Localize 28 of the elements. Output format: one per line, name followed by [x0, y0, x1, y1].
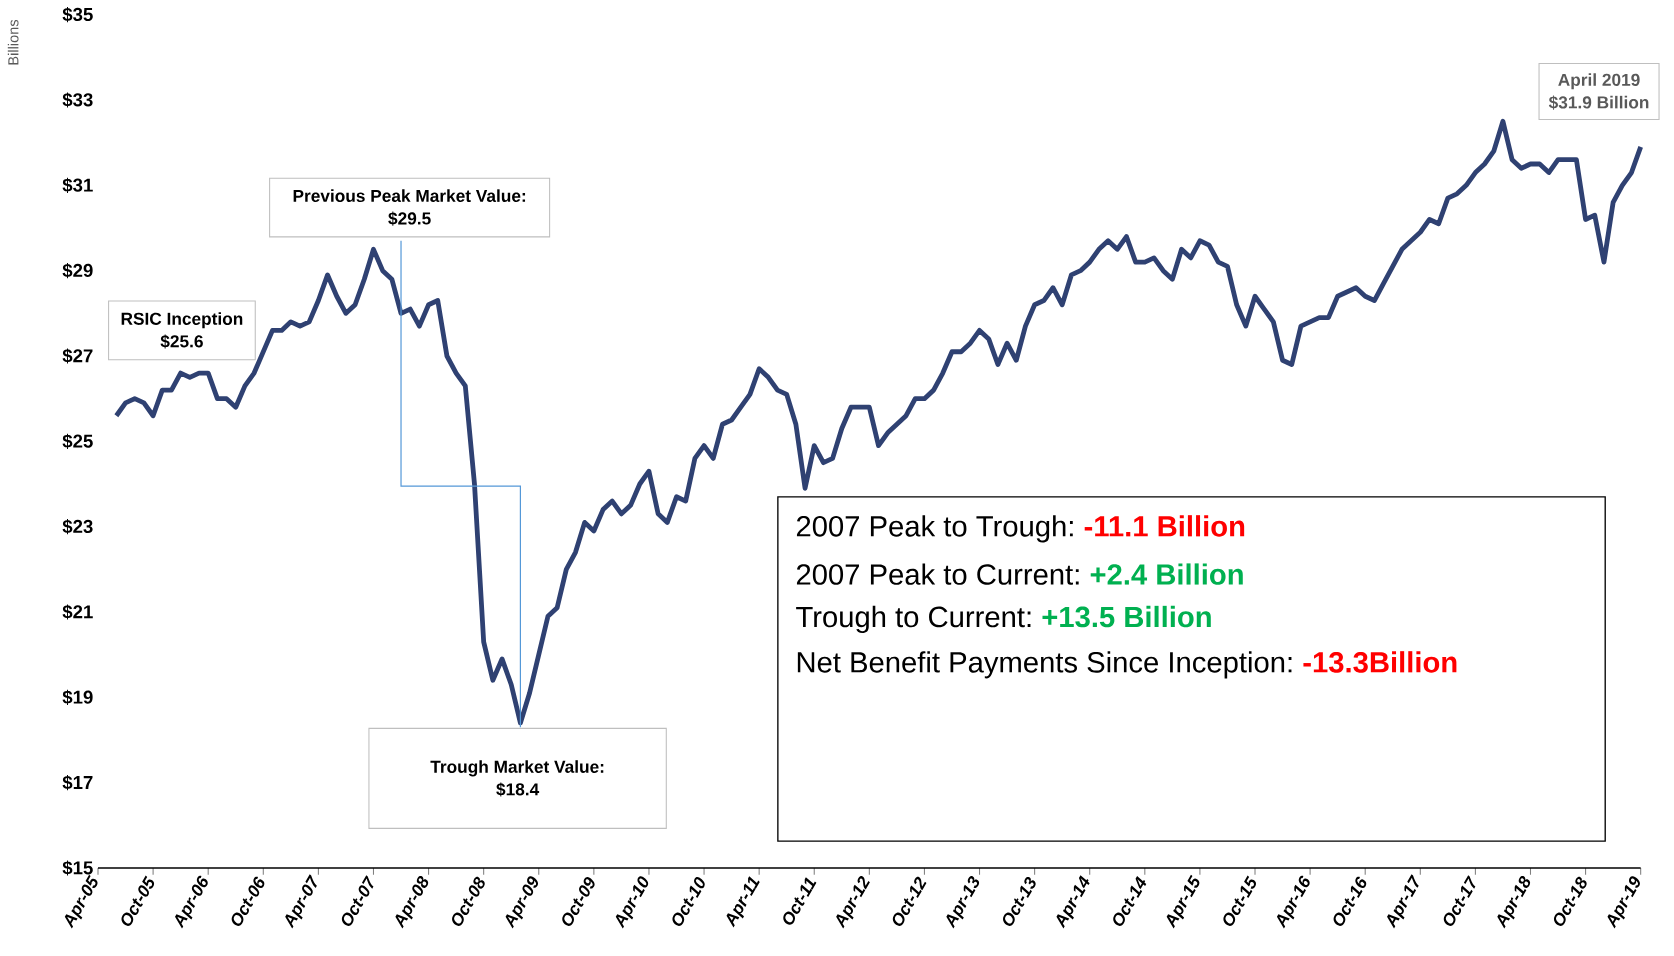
annotation: -13.3Billion — [1303, 651, 1457, 673]
y-tick-label: $29 — [62, 263, 93, 279]
y-tick-label: $19 — [62, 689, 93, 705]
y-tick-label: $21 — [62, 604, 93, 620]
annotation: 2007 Peak to Trough: — [796, 515, 1073, 543]
y-tick-label: $33 — [62, 92, 93, 108]
annotation: Net Benefit Payments Since Inception: — [797, 651, 1292, 679]
annotation: Trough to Current: — [796, 605, 1031, 634]
y-tick-label: $15 — [62, 860, 93, 876]
annotation: +2.4 Billion — [1090, 563, 1243, 585]
annotation: Trough Market Value: — [430, 760, 604, 777]
annotation: RSIC Inception — [121, 312, 243, 329]
y-tick-label: $27 — [62, 348, 93, 364]
annotation: $18.4 — [496, 782, 540, 797]
annotation: $29.5 — [388, 211, 431, 226]
annotation: $25.6 — [160, 334, 203, 349]
y-tick-label: $35 — [62, 7, 93, 23]
annotation: Previous Peak Market Value: — [293, 189, 526, 202]
y-tick-label: $17 — [62, 775, 93, 791]
y-tick-label: $25 — [62, 433, 93, 449]
y-tick-label: $23 — [62, 519, 93, 535]
annotation: $31.9 Billion — [1548, 95, 1649, 110]
annotation: -11.1 Billion — [1084, 515, 1245, 537]
y-axis-title: Billions — [7, 19, 19, 65]
annotation: April 2019 — [1558, 73, 1640, 90]
y-tick-label: $31 — [62, 177, 93, 193]
annotation: 2007 Peak to Current: — [796, 563, 1079, 585]
annotation: +13.5 Billion — [1042, 605, 1211, 628]
